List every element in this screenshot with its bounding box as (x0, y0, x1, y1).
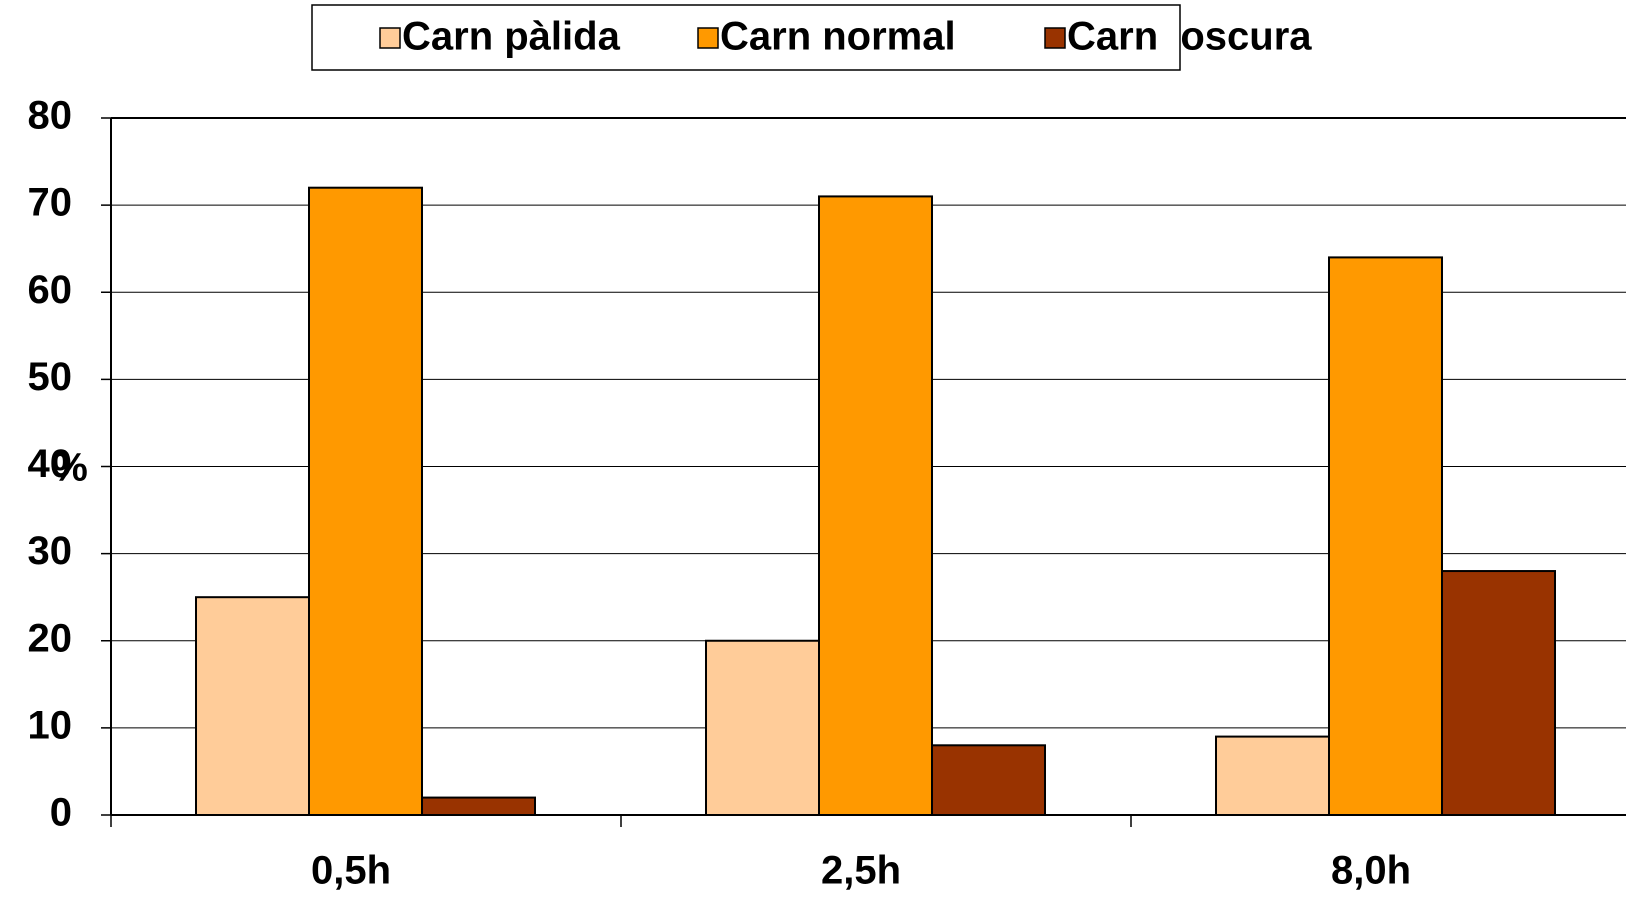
bar (421, 796, 536, 817)
legend-label: Carn oscura (1067, 15, 1312, 59)
y-tick-label: 50 (28, 355, 73, 399)
y-tick-label: 80 (28, 94, 73, 138)
y-tick-label: 20 (28, 616, 73, 660)
y-tick-label: 60 (28, 268, 73, 312)
bar (818, 195, 933, 817)
legend-label: Carn normal (720, 15, 956, 59)
legend-box (311, 4, 1181, 71)
legend-swatch (1044, 27, 1066, 49)
bar (195, 596, 310, 816)
y-tick-label: 40 (28, 442, 73, 486)
bar (1441, 570, 1556, 816)
x-tick-label: 2,5h (821, 849, 901, 893)
bar (1328, 256, 1443, 816)
y-tick-label: 30 (28, 529, 73, 573)
bar (931, 744, 1046, 816)
bar (1215, 735, 1330, 817)
y-tick-label: 0 (50, 791, 72, 835)
legend-swatch (697, 27, 719, 49)
y-tick-label: 70 (28, 181, 73, 225)
legend-swatch (379, 27, 401, 49)
x-tick-label: 0,5h (311, 849, 391, 893)
y-tick-label: 10 (28, 703, 73, 747)
y-axis-label: % (52, 446, 88, 490)
bar (308, 186, 423, 816)
x-tick-label: 8,0h (1331, 849, 1411, 893)
bar (705, 639, 820, 816)
legend-label: Carn pàlida (402, 15, 621, 59)
